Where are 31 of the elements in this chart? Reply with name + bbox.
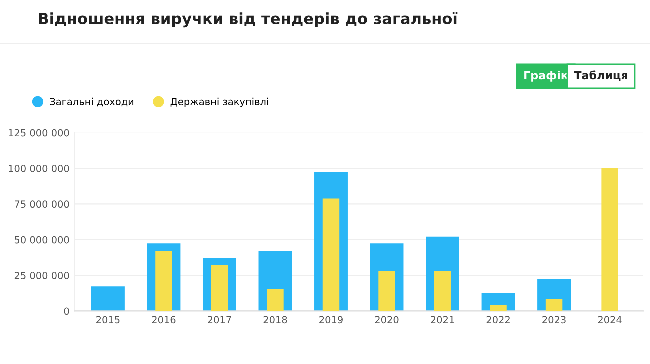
bar	[602, 168, 618, 312]
y-tick-label: 125 000 000	[9, 129, 70, 137]
bar	[91, 286, 125, 312]
chart-title: Відношення виручки від тендерів до загальної	[39, 12, 458, 28]
bar	[211, 265, 228, 312]
x-tick-label: 2015	[96, 316, 120, 324]
bar	[378, 272, 396, 312]
text: Таблиця	[574, 70, 628, 82]
y-tick-label: 100 000 000	[9, 165, 70, 172]
bar	[322, 198, 340, 312]
y-tick-label: 50 000 000	[14, 236, 70, 244]
bar	[546, 299, 563, 312]
bar	[490, 306, 507, 312]
x-tick-label: 2023	[542, 316, 566, 324]
bar	[434, 272, 452, 312]
bar	[267, 288, 284, 312]
text: Графік	[524, 71, 568, 82]
x-tick-label: 2017	[208, 316, 232, 324]
y-tick-label: 0	[64, 308, 70, 316]
x-tick-label: 2024	[598, 316, 622, 324]
legend-label: Державні закупівлі	[170, 98, 268, 108]
x-tick-label: 2022	[486, 316, 510, 324]
legend-label: Загальні доходи	[50, 98, 134, 107]
x-tick-label: 2020	[375, 316, 399, 324]
x-tick-label: 2016	[152, 316, 176, 324]
bar	[156, 251, 172, 312]
x-tick-label: 2019	[320, 316, 343, 324]
x-tick-label: 2018	[264, 316, 288, 324]
y-tick-label: 75 000 000	[15, 200, 70, 208]
y-tick-label: 25 000 000	[14, 272, 70, 280]
x-tick-label: 2021	[431, 316, 454, 324]
